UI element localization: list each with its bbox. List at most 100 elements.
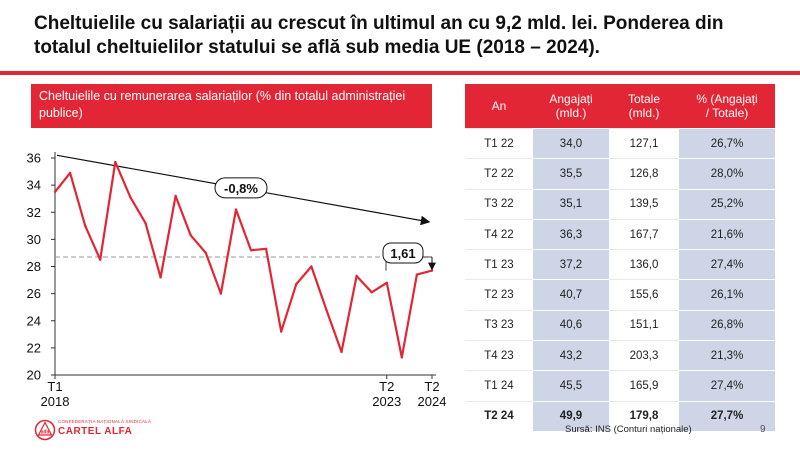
table-row: T4 22 36,3 167,7 21,6% [465, 218, 775, 250]
data-table: An Angajați (mld.) Totale (mld.)% (Angajați /… [465, 84, 775, 431]
table-cell: 151,1 [609, 309, 679, 341]
data-point [340, 350, 343, 354]
table-cell: 34,0 [533, 127, 609, 159]
table-header-cell: % (Angajați / Totale) [679, 84, 775, 129]
series-line [54, 160, 433, 359]
table-cell: 27,7% [679, 400, 775, 431]
y-tick-label: 22 [27, 340, 41, 355]
data-point [114, 160, 117, 164]
x-tick-label: T2 [379, 379, 394, 394]
table-cell: 21,3% [679, 340, 775, 371]
y-tick-label: 28 [27, 259, 41, 274]
data-point [68, 171, 72, 175]
table-body: T1 22 34,0 127,1 26,7% T2 22 35,5 126,8 28,0% T3… [465, 127, 775, 431]
data-point [280, 330, 283, 333]
table-cell: 35,1 [533, 188, 609, 220]
trend-label: -0,8% [224, 181, 258, 196]
trend-label-box [214, 177, 268, 199]
table-header-cell: An [465, 84, 533, 129]
line-chart: 202224262830323436T12018T22023T22024-0,8… [27, 151, 447, 410]
data-point [415, 273, 419, 276]
table-cell: T3 22 [465, 188, 533, 220]
x-tick-label: T1 [47, 379, 62, 394]
table-cell: T1 22 [465, 127, 533, 159]
table-cell: 40,7 [533, 279, 609, 311]
table-row: T1 24 45,5 165,9 27,4% [465, 370, 775, 402]
data-point [385, 281, 388, 284]
gap-label-box [382, 242, 424, 264]
y-tick-label: 24 [27, 313, 41, 328]
chart-header: Cheltuielile cu remunerarea salariaților… [31, 84, 432, 128]
data-point [53, 190, 57, 194]
table-header-cell: Angajați (mld.) [533, 84, 609, 129]
table-cell: 28,0% [679, 158, 775, 190]
data-point [355, 274, 358, 278]
table-row: T3 23 40,6 151,1 26,8% [465, 309, 775, 341]
data-point [430, 269, 434, 272]
table-cell: 165,9 [609, 370, 679, 402]
y-tick-label: 20 [27, 368, 41, 383]
y-tick-label: 26 [27, 286, 41, 301]
y-tick-label: 30 [27, 232, 41, 247]
table-row: T1 22 34,0 127,1 26,7% [465, 127, 775, 159]
logo-subtitle: CONFEDERAȚIA NAȚIONALĂ SINDICALĂ [58, 419, 152, 424]
table-cell: T4 22 [465, 218, 533, 250]
logo-name: CARTEL ALFA [58, 426, 133, 437]
data-point [204, 251, 207, 255]
data-point [189, 234, 192, 237]
table-cell: T2 24 [465, 400, 533, 431]
data-point [295, 282, 298, 286]
data-point [83, 224, 87, 228]
table-cell: 26,1% [679, 279, 775, 311]
table-cell: 45,5 [533, 370, 609, 402]
logo-mark: alfa [41, 430, 50, 436]
title-divider [0, 71, 800, 75]
table-cell: 25,2% [679, 188, 775, 220]
table-cell: T2 23 [465, 279, 533, 311]
table-cell: 167,7 [609, 218, 679, 250]
table-row: T1 23 37,2 136,0 27,4% [465, 249, 775, 280]
table-row: T4 23 43,2 203,3 21,3% [465, 340, 775, 371]
table-cell: 35,5 [533, 158, 609, 190]
table-cell: 49,9 [533, 400, 609, 431]
table-cell: T4 23 [465, 340, 533, 371]
table-row: T2 23 40,7 155,6 26,1% [465, 279, 775, 311]
x-tick-label: T2 [424, 379, 439, 394]
cartel-alfa-logo-icon: alfa [34, 419, 56, 441]
table-row: T2 24 49,9 179,8 27,7% [465, 400, 775, 431]
table-cell: 26,8% [679, 309, 775, 341]
table-header-cell: Totale (mld.) [609, 84, 679, 129]
table-cell: 136,0 [609, 249, 679, 280]
table-cell: 26,7% [679, 127, 775, 159]
table-cell: T1 23 [465, 249, 533, 280]
data-point [249, 249, 253, 252]
data-point [159, 276, 162, 279]
table-cell: 21,6% [679, 218, 775, 250]
table-row: T3 22 35,1 139,5 25,2% [465, 188, 775, 220]
x-tick-label: 2018 [41, 394, 70, 409]
data-point [174, 194, 177, 198]
table-cell: T1 24 [465, 370, 533, 402]
table-header-row: An Angajați (mld.) Totale (mld.)% (Angajați /… [465, 84, 775, 129]
gap-label: 1,61 [390, 246, 415, 261]
y-tick-label: 36 [27, 151, 41, 166]
table-cell: T3 23 [465, 309, 533, 341]
table-cell: 155,6 [609, 279, 679, 311]
page-number: 9 [760, 424, 766, 435]
data-point [325, 308, 328, 312]
table-cell: 37,2 [533, 249, 609, 280]
data-point [400, 356, 404, 359]
y-tick-label: 34 [27, 178, 41, 193]
table-cell: 27,4% [679, 370, 775, 402]
table-cell: 36,3 [533, 218, 609, 250]
table-cell: 27,4% [679, 249, 775, 280]
source-note: Sursă: INS (Conturi naționale) [565, 424, 692, 435]
data-point [219, 292, 223, 295]
data-point [99, 258, 102, 261]
data-point [310, 265, 313, 268]
table-cell: T2 22 [465, 158, 533, 190]
table-cell: 127,1 [609, 127, 679, 159]
table-cell: 40,6 [533, 309, 609, 341]
data-point [234, 208, 238, 211]
table-cell: 43,2 [533, 340, 609, 371]
